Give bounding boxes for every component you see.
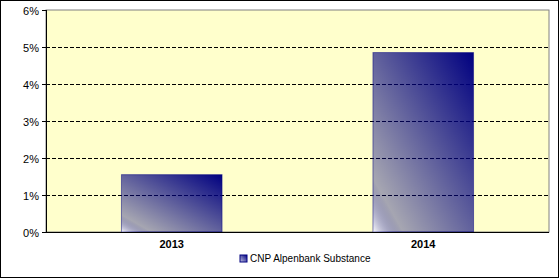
plot-area <box>46 10 549 232</box>
bar <box>373 53 474 232</box>
category-label: 2013 <box>160 238 184 250</box>
bar-outline <box>373 53 474 232</box>
tick-mark <box>42 121 46 122</box>
legend-swatch <box>240 255 247 262</box>
tick-mark <box>42 232 46 233</box>
grid-line <box>46 47 549 48</box>
y-axis <box>46 10 47 232</box>
tick-label: 0% <box>23 227 39 239</box>
tick-label: 4% <box>23 79 39 91</box>
chart-frame <box>1 1 559 278</box>
tick-mark <box>42 84 46 85</box>
tick-mark <box>42 195 46 196</box>
bars <box>121 53 473 232</box>
tick-label: 6% <box>23 5 39 17</box>
chart-root: 0% 1% 2% 3% 4% 5% 6% 2013 2014 CNP Alpenbank Subs… <box>0 0 559 278</box>
bar-outline <box>121 175 222 232</box>
tick-mark <box>42 47 46 48</box>
tick-mark <box>42 10 46 11</box>
x-axis <box>46 232 549 233</box>
tick-label: 3% <box>23 116 39 128</box>
legend: CNP Alpenbank Substance <box>240 253 371 264</box>
tick-label: 2% <box>23 153 39 165</box>
category-label: 2014 <box>411 238 436 250</box>
bar <box>121 175 222 232</box>
legend-label: CNP Alpenbank Substance <box>250 253 371 264</box>
chart: 0% 1% 2% 3% 4% 5% 6% 2013 2014 CNP Alpenbank Subs… <box>0 0 559 278</box>
tick-mark <box>42 158 46 159</box>
tick-label: 1% <box>23 190 39 202</box>
tick-label: 5% <box>23 42 39 54</box>
